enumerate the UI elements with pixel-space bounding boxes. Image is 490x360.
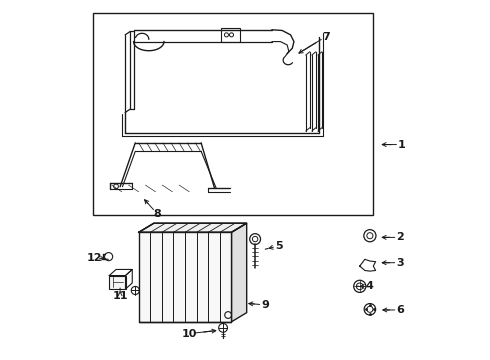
Text: 12: 12 — [86, 253, 108, 263]
Text: 1: 1 — [383, 140, 406, 149]
Bar — [221, 28, 240, 42]
Text: 3: 3 — [383, 258, 404, 268]
Polygon shape — [139, 223, 246, 232]
Polygon shape — [231, 223, 246, 322]
Bar — [109, 275, 125, 289]
Bar — [93, 13, 373, 215]
Text: 7: 7 — [299, 32, 330, 53]
Text: 6: 6 — [383, 305, 404, 315]
Text: 2: 2 — [383, 233, 404, 242]
Text: 9: 9 — [249, 300, 269, 310]
Text: 10: 10 — [182, 329, 216, 339]
Text: 11: 11 — [112, 288, 128, 301]
Bar — [139, 232, 231, 322]
Text: 8: 8 — [145, 200, 161, 219]
Text: 4: 4 — [356, 281, 374, 291]
Text: 5: 5 — [265, 241, 283, 251]
